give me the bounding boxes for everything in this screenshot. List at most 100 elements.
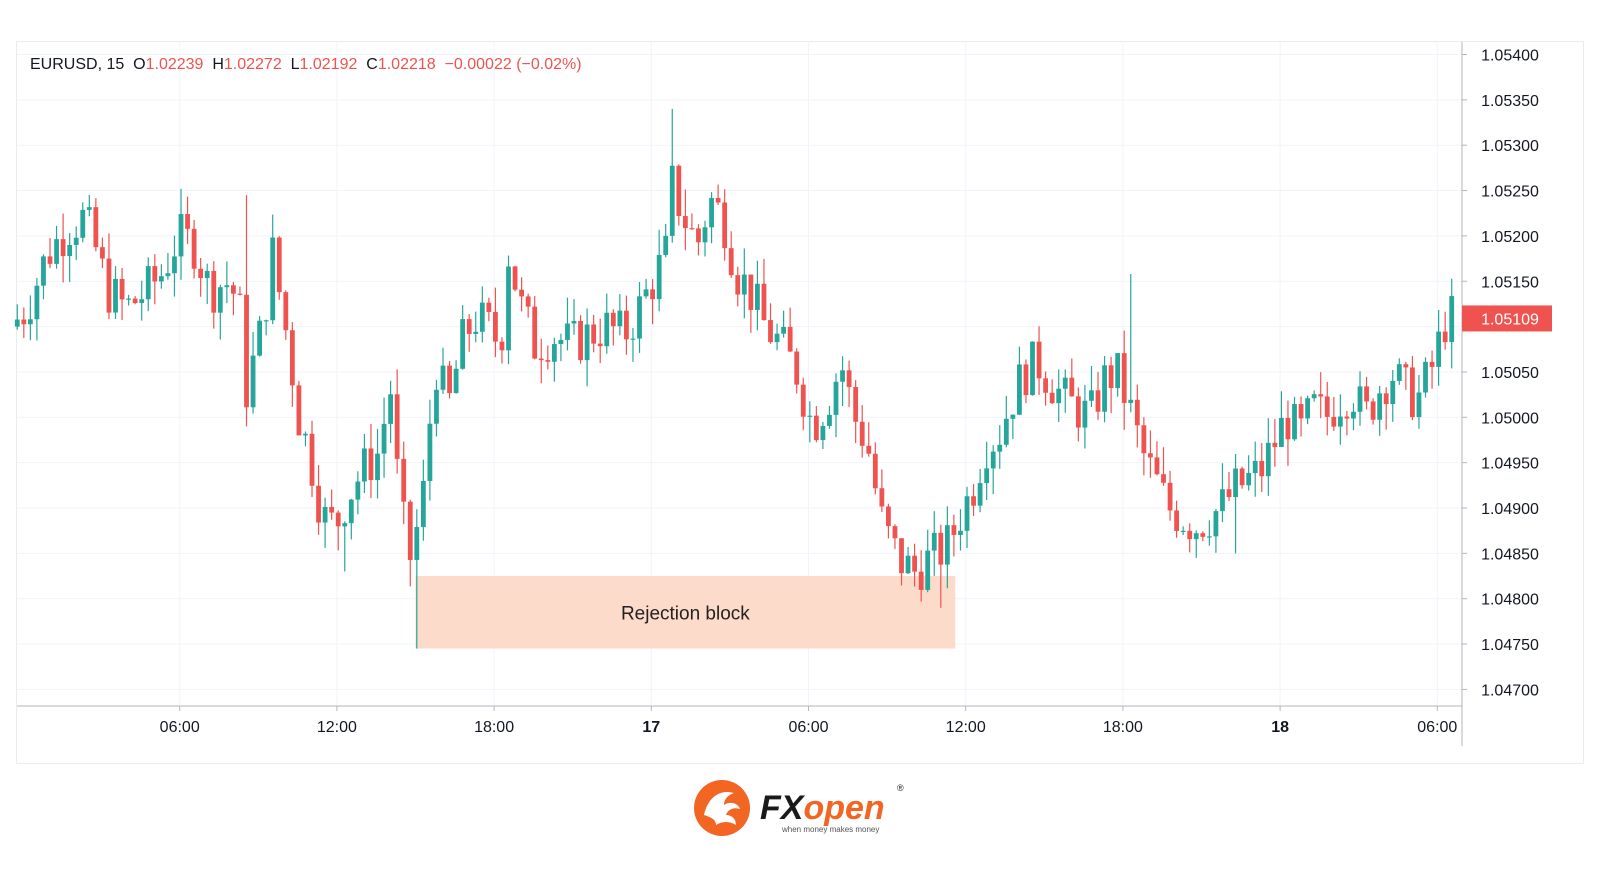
chart-frame (16, 41, 1584, 764)
y-tick-label: 1.04800 (1481, 592, 1539, 609)
legend-open-value: 1.02239 (145, 56, 204, 73)
candle-body (774, 333, 780, 343)
candle-body (172, 256, 177, 274)
candle-body (551, 344, 557, 362)
candle-body (434, 389, 439, 424)
legend-high-label: H (212, 56, 224, 73)
candle-body (1187, 530, 1193, 540)
candle-body (859, 421, 865, 446)
candle-body (198, 268, 204, 279)
candle-body (676, 165, 682, 217)
candle-body (807, 415, 813, 417)
candle-body (1364, 386, 1369, 402)
candle-body (624, 310, 629, 340)
x-tick-label: 06:00 (1417, 719, 1457, 736)
candle-body (348, 499, 354, 524)
candle-body (1108, 365, 1114, 389)
candle-body (669, 165, 675, 236)
candle-body (1193, 533, 1199, 540)
candle-body (1180, 530, 1186, 533)
candle-body (486, 302, 492, 312)
candle-body (440, 365, 446, 390)
candle-body (158, 276, 164, 282)
candle-body (41, 256, 46, 286)
x-tick-label: 06:00 (160, 719, 200, 736)
y-tick-label: 1.05050 (1481, 365, 1539, 382)
candle-body (532, 306, 538, 359)
candle-body (1128, 399, 1134, 403)
candle-body (1403, 364, 1409, 368)
candle-body (355, 481, 361, 500)
candle-body (139, 299, 145, 303)
candle-body (1233, 468, 1238, 498)
candle-body (1331, 416, 1337, 427)
candle-body (1030, 341, 1035, 396)
candle-body (1062, 377, 1068, 389)
rejection-block-zone: Rejection block (415, 576, 956, 649)
candle-body (1298, 404, 1304, 419)
candle-body (283, 292, 289, 331)
candle-body (990, 451, 996, 469)
candle-body (1292, 404, 1297, 440)
candle-body (1206, 536, 1212, 538)
candle-body (846, 370, 852, 387)
candle-body (696, 228, 701, 243)
candle-body (427, 423, 433, 481)
candle-body (126, 298, 132, 300)
candle-body (1148, 453, 1153, 458)
candle-body (964, 496, 970, 531)
candle-body (813, 415, 819, 441)
x-tick-label: 12:00 (946, 719, 986, 736)
candle-body (309, 433, 315, 486)
candle-body (257, 320, 263, 356)
candle-body (761, 283, 767, 321)
candle-body (1429, 361, 1435, 367)
candle-body (1056, 388, 1062, 404)
candle-body (270, 237, 276, 321)
candle-body (80, 209, 86, 238)
last-price-tag: 1.05109 (1462, 305, 1552, 332)
candle-body (119, 278, 125, 300)
candle-body (886, 506, 891, 527)
candle-body (800, 384, 806, 417)
candle-body (931, 532, 937, 551)
candle-body (715, 197, 721, 203)
candle-body (453, 368, 459, 394)
candle-body (755, 283, 760, 310)
candle-body (1383, 393, 1389, 404)
candle-body (1213, 511, 1219, 537)
candle-body (840, 370, 845, 382)
candle-body (597, 343, 603, 347)
candle-body (100, 247, 105, 259)
candle-body (27, 319, 33, 325)
candle-body (1344, 416, 1350, 419)
candle-body (650, 289, 656, 300)
candle-body (54, 239, 59, 264)
candle-body (414, 527, 420, 560)
candle-body (722, 202, 728, 249)
x-tick-label: 17 (642, 719, 660, 736)
legend-low-label: L (290, 56, 300, 73)
candle-body (263, 320, 269, 322)
candle-body (997, 444, 1003, 452)
y-tick-label: 1.04950 (1481, 456, 1539, 473)
rejection-block-rect (415, 576, 956, 649)
candle-body (60, 239, 66, 257)
candle-body (47, 256, 53, 264)
candle-body (617, 310, 623, 327)
legend-open-label: O (133, 56, 146, 73)
candle-body (571, 320, 577, 324)
x-tick-label: 18:00 (474, 719, 514, 736)
candle-body (1305, 398, 1311, 419)
candle-body (1134, 399, 1140, 426)
candle-body (905, 555, 911, 574)
candle-body (735, 275, 741, 295)
y-tick-label: 1.05350 (1481, 93, 1539, 110)
candle-body (1416, 392, 1422, 418)
last-price-tag-bg (1462, 305, 1552, 332)
candle-body (1239, 468, 1245, 486)
candle-body (1390, 380, 1396, 404)
candles (14, 108, 1455, 649)
candle-body (912, 555, 918, 572)
